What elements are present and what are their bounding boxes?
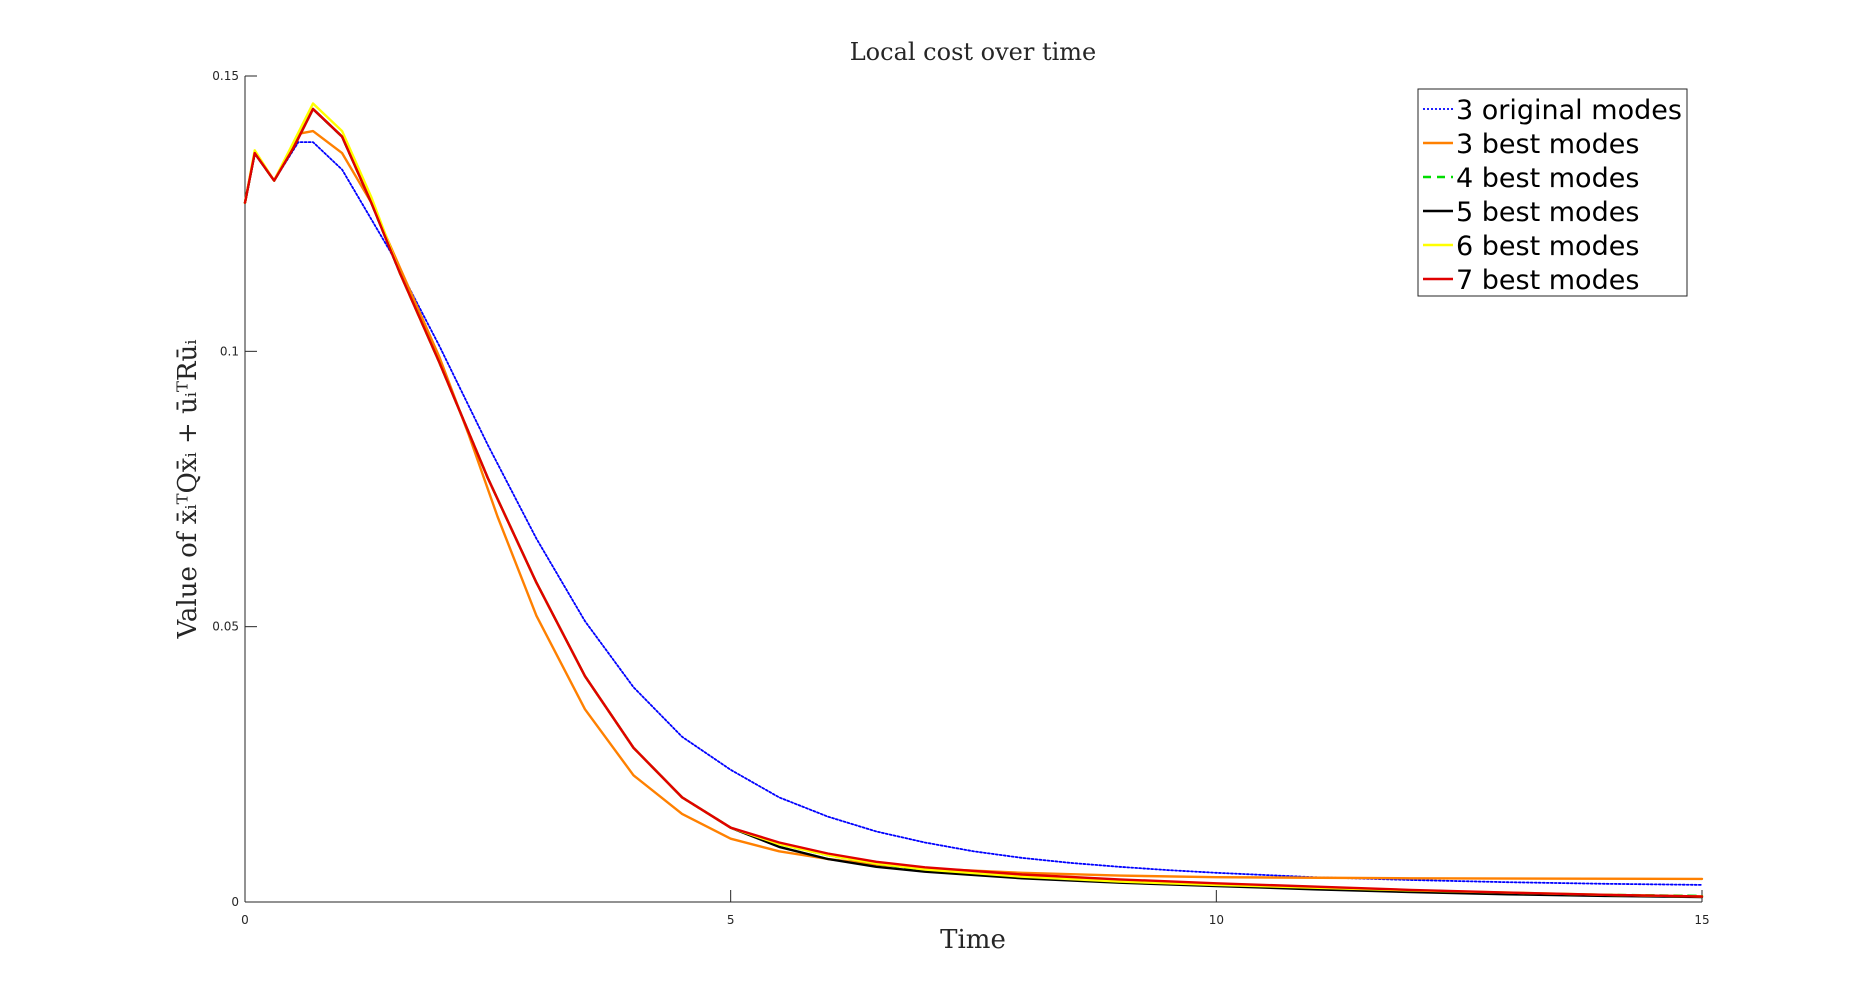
series-group bbox=[243, 102, 1704, 899]
x-tick-label: 5 bbox=[727, 913, 735, 927]
legend-entry-1: 3 original modes bbox=[1456, 95, 1682, 126]
legend-entry-5: 6 best modes bbox=[1456, 231, 1639, 262]
x-axis-label: Time bbox=[940, 925, 1006, 955]
axis-ticks: 0 5 10 15 0 0.05 0.1 0.15 bbox=[212, 69, 1709, 927]
y-tick-label: 0.15 bbox=[212, 69, 239, 83]
legend-entry-3: 4 best modes bbox=[1456, 163, 1639, 194]
legend-entry-2: 3 best modes bbox=[1456, 129, 1639, 160]
y-axis-label: Value of x̄ᵢᵀQx̄ᵢ + ūᵢᵀRūᵢ bbox=[173, 340, 203, 640]
series-line-6 bbox=[243, 107, 1704, 898]
legend-box bbox=[1417, 88, 1688, 297]
legend-entry-6: 7 best modes bbox=[1456, 265, 1639, 296]
x-tick-label: 0 bbox=[241, 913, 249, 927]
chart-title: Local cost over time bbox=[850, 38, 1097, 66]
y-tick-label: 0 bbox=[231, 895, 239, 909]
y-tick-label: 0.1 bbox=[220, 344, 239, 358]
legend-entry-4: 5 best modes bbox=[1456, 197, 1639, 228]
series-line-1 bbox=[244, 141, 1703, 886]
plot-area bbox=[244, 76, 1702, 903]
series-line-2 bbox=[243, 129, 1704, 881]
y-tick-label: 0.05 bbox=[212, 620, 239, 634]
x-tick-label: 10 bbox=[1209, 913, 1224, 927]
x-tick-label: 15 bbox=[1694, 913, 1709, 927]
